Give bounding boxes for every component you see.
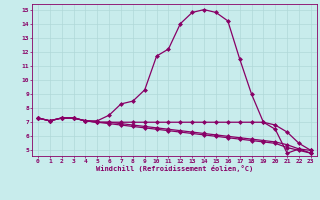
X-axis label: Windchill (Refroidissement éolien,°C): Windchill (Refroidissement éolien,°C) xyxy=(96,165,253,172)
